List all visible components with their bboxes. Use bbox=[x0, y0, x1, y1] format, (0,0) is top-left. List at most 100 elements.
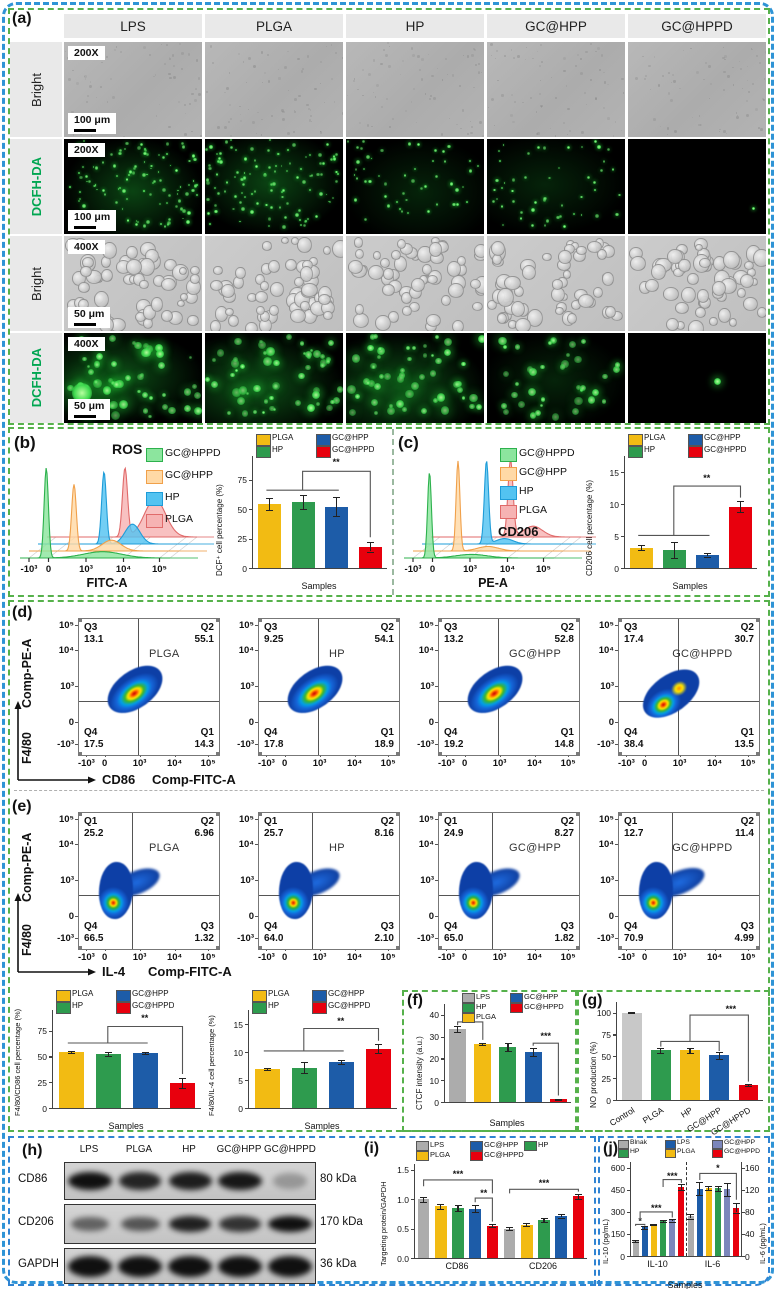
cell-body bbox=[723, 250, 740, 269]
quadrant-value: 55.1 bbox=[194, 634, 214, 645]
panel-i-label: (i) bbox=[364, 1140, 380, 1157]
fluor-dot bbox=[265, 204, 268, 207]
speck bbox=[287, 131, 291, 135]
fluor-dot bbox=[353, 174, 356, 177]
y-tick-label: 1.0 bbox=[397, 1194, 409, 1205]
fluor-dot bbox=[125, 141, 129, 146]
y-tick-label: 10⁴ bbox=[238, 644, 254, 656]
speck bbox=[747, 80, 749, 82]
fluor-dot bbox=[466, 201, 468, 204]
fluor-dot bbox=[270, 183, 273, 186]
legend-label: HP bbox=[538, 1140, 549, 1149]
speck bbox=[371, 125, 373, 128]
error-cap bbox=[677, 1190, 685, 1192]
column-header: GC@HPP bbox=[487, 14, 625, 38]
x-tick-label: 10³ bbox=[672, 758, 687, 769]
fluor-dot bbox=[434, 149, 437, 152]
cell-body bbox=[235, 266, 246, 279]
panel-j-label: (j) bbox=[603, 1140, 619, 1157]
fluor-dot bbox=[501, 223, 504, 226]
fluor-dot bbox=[286, 170, 289, 173]
green-haze bbox=[205, 139, 343, 234]
speck bbox=[745, 113, 749, 117]
y-tick bbox=[255, 649, 258, 651]
y-tick-label: 0 bbox=[428, 717, 434, 729]
quadrant-stat: Q1 25.2 bbox=[84, 816, 103, 840]
y-tick-label: 30 bbox=[429, 1032, 439, 1043]
error-bar bbox=[680, 1183, 682, 1191]
fluor-dot bbox=[135, 220, 138, 223]
cell-body bbox=[515, 318, 532, 331]
quadrant-id: Q1 bbox=[560, 727, 574, 738]
bar bbox=[669, 1220, 676, 1256]
error-bar bbox=[509, 1226, 511, 1231]
fluor-dot bbox=[400, 210, 404, 214]
significance-bracket bbox=[638, 534, 710, 536]
y-tick bbox=[245, 1052, 249, 1054]
corner-marker bbox=[396, 752, 399, 755]
speck bbox=[410, 101, 413, 103]
significance-label: *** bbox=[538, 1178, 550, 1189]
speck bbox=[462, 54, 465, 56]
speck bbox=[456, 124, 458, 126]
fluor-dot bbox=[572, 213, 575, 216]
cell-body bbox=[213, 266, 223, 275]
error-bar bbox=[491, 1223, 493, 1228]
quadrant-id: Q3 bbox=[560, 921, 574, 932]
speck bbox=[200, 134, 202, 137]
significance-label: *** bbox=[651, 1203, 662, 1214]
y-tick bbox=[75, 649, 78, 651]
fluor-dot bbox=[234, 368, 238, 373]
fluor-dot bbox=[530, 208, 535, 213]
speck bbox=[470, 121, 472, 123]
fluor-dot bbox=[108, 334, 117, 343]
speck bbox=[555, 96, 558, 99]
speck bbox=[539, 92, 542, 95]
x-tick-label: 10⁴ bbox=[526, 758, 543, 769]
legend-swatch bbox=[500, 505, 517, 519]
speck bbox=[229, 134, 232, 137]
fluor-dot bbox=[433, 397, 439, 403]
speck bbox=[421, 57, 424, 61]
speck bbox=[342, 112, 343, 115]
fluor-dot bbox=[250, 146, 255, 151]
y-tick-label: 100 bbox=[596, 1008, 611, 1018]
fluor-dot bbox=[229, 139, 232, 142]
significance-bracket bbox=[303, 1027, 380, 1051]
speck bbox=[470, 131, 474, 135]
corner-marker bbox=[216, 946, 219, 949]
panel-a-label: (a) bbox=[12, 10, 32, 27]
y-tick-label: 150 bbox=[610, 1229, 625, 1240]
significance-bracket bbox=[673, 485, 742, 536]
cell-body bbox=[372, 250, 382, 261]
fluor-dot bbox=[298, 209, 301, 213]
cell-body bbox=[604, 305, 616, 318]
fluor-dot bbox=[319, 362, 325, 368]
speck bbox=[446, 73, 449, 76]
speck bbox=[758, 127, 760, 129]
fluor-dot bbox=[187, 211, 191, 215]
fluor-dot bbox=[235, 149, 238, 152]
speck bbox=[679, 87, 682, 90]
fluor-dot bbox=[143, 149, 147, 152]
legend-label: PLGA bbox=[677, 1148, 696, 1155]
scale-badge: 100 μm bbox=[68, 113, 117, 134]
error-cap bbox=[705, 1189, 713, 1191]
fluor-dot bbox=[540, 364, 545, 369]
cell-body bbox=[729, 318, 738, 328]
cell-body bbox=[323, 310, 334, 321]
speck bbox=[169, 76, 173, 80]
fluor-dot bbox=[118, 151, 122, 156]
fluor-dot bbox=[212, 358, 216, 362]
fluor-dot bbox=[82, 165, 84, 168]
plot-area: 0 150 300 450 600 0 40 80 120 160 * *** *** * bbox=[611, 1162, 759, 1262]
speck bbox=[603, 71, 605, 73]
cell-body bbox=[261, 241, 273, 251]
quadrant-stat: Q3 4.99 bbox=[735, 921, 754, 945]
speck bbox=[404, 110, 407, 113]
fluor-dot bbox=[280, 195, 284, 199]
scale-badge: 100 μm bbox=[68, 210, 117, 231]
y-tick bbox=[627, 1167, 631, 1170]
fluor-dot bbox=[542, 198, 547, 203]
fluor-dot bbox=[266, 149, 270, 153]
